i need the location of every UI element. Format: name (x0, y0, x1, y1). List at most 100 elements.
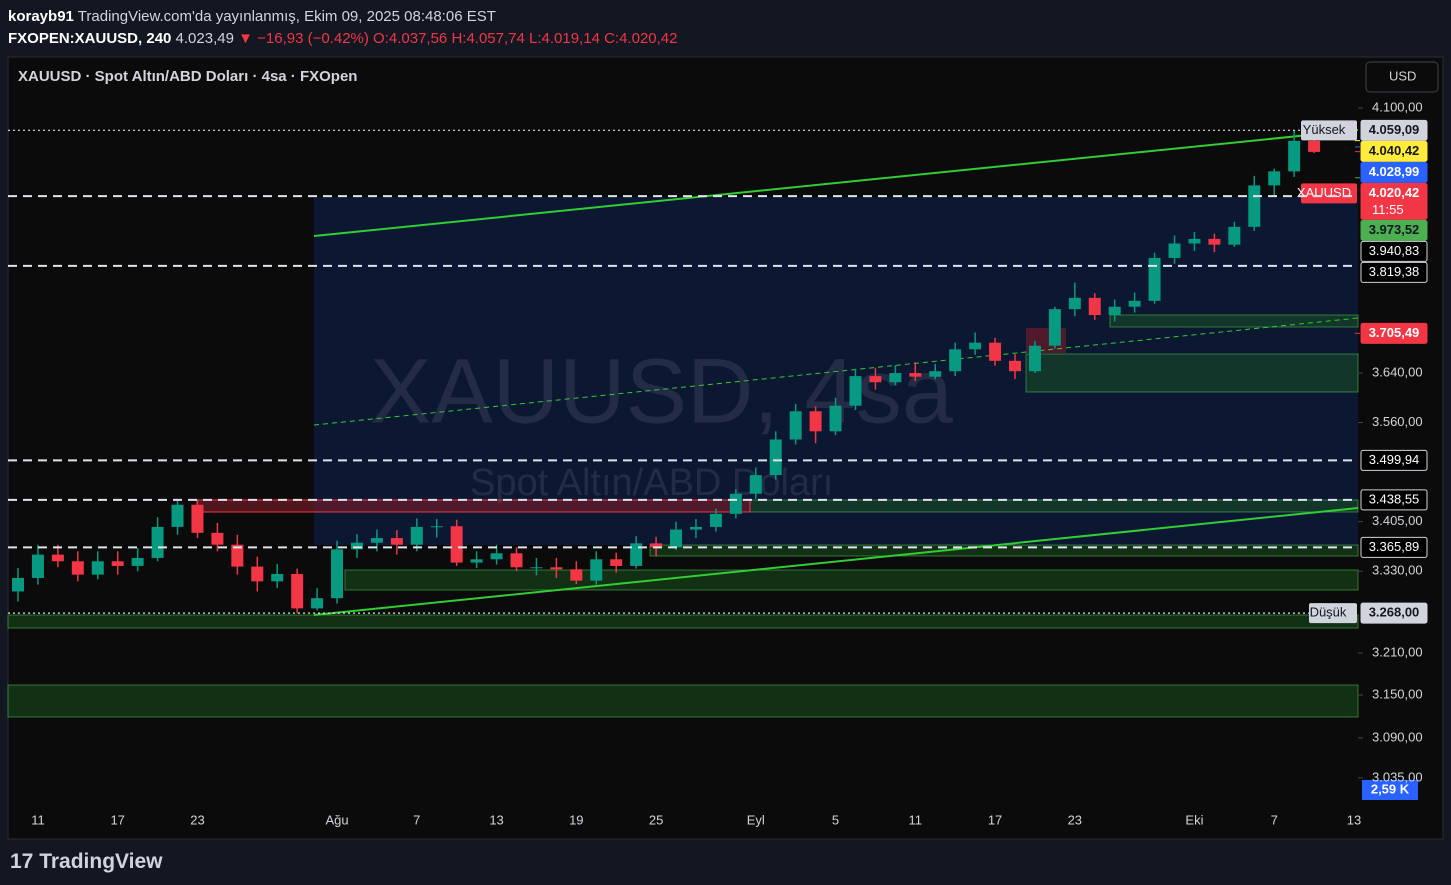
candle-body (550, 567, 563, 570)
candle-body (91, 561, 104, 575)
user: korayb91 (8, 8, 74, 25)
candle-body (510, 553, 523, 568)
candle-body (1068, 297, 1081, 310)
price-label: 3.705,49 (1369, 325, 1420, 340)
candle-body (211, 532, 224, 545)
candle-body (670, 529, 683, 548)
candle-body (889, 373, 902, 383)
currency-button[interactable] (1365, 61, 1439, 93)
x-tick-label: 25 (649, 812, 663, 827)
candle-body (191, 504, 204, 533)
y-tick-label: 3.640,00 (1372, 364, 1423, 379)
y-tick-label: 3.560,00 (1372, 414, 1423, 429)
published: TradingView.com'da yayınlanmış, Ekim 09,… (77, 8, 496, 25)
candle-body (1228, 226, 1241, 245)
candle-body (1009, 360, 1021, 372)
candle-body (151, 526, 164, 558)
y-tick-label: 3.150,00 (1372, 686, 1423, 701)
x-tick-label: 11 (31, 812, 45, 827)
candle-body (929, 371, 942, 377)
x-tick-label: 11 (909, 812, 923, 827)
candle-body (71, 561, 84, 575)
price-badge (1360, 140, 1428, 162)
price-label: 3.268,00 (1369, 605, 1420, 620)
price-label: 3.499,94 (1369, 452, 1420, 467)
y-tick-label: 3.210,00 (1372, 644, 1423, 659)
x-tick-label: 5 (832, 812, 839, 827)
y-tick-label: 3.405,00 (1372, 513, 1423, 528)
y-tick-label: 3.330,00 (1372, 563, 1423, 578)
price-tag: Yüksek (1303, 122, 1346, 137)
price-tag-bg (1301, 183, 1357, 204)
currency[interactable]: USD (1389, 68, 1416, 83)
x-tick-label: 13 (489, 812, 503, 827)
candle-body (610, 559, 623, 566)
candle-body (1028, 345, 1041, 372)
chart-title: XAUUSD · Spot Altın/ABD Doları · 4sa · F… (18, 68, 357, 85)
candle-body (1188, 238, 1201, 244)
candle-body (530, 567, 543, 569)
brand: 17 TradingView (10, 850, 163, 874)
zone (7, 684, 1359, 718)
channel-bottom (313, 507, 1359, 616)
watermark: XAUUSD, 4sa (370, 340, 954, 442)
price-label: 3.973,52 (1369, 222, 1420, 237)
zone (1109, 314, 1359, 328)
y-tick-label: 4.100,00 (1372, 99, 1423, 114)
candle-body (51, 554, 64, 562)
x-tick-label: 7 (413, 812, 420, 827)
candle-body (450, 526, 463, 563)
candle-body (909, 373, 922, 377)
price-label: 4.059,09 (1369, 122, 1420, 137)
candle-body (131, 557, 144, 566)
candle-body (31, 554, 44, 578)
channel-mid (313, 317, 1359, 426)
ohlc-open: O:4.037,56 (373, 30, 448, 47)
price-countdown: 11:55 (1372, 202, 1404, 217)
x-tick-label: 13 (1347, 812, 1361, 827)
price-label: 3.940,83 (1369, 243, 1420, 258)
price-badge (1360, 602, 1428, 624)
candle-body (869, 376, 882, 383)
price-tag-bg (1301, 120, 1357, 141)
candle-body (809, 411, 822, 432)
ohlc-low: L:4.019,14 (529, 30, 600, 47)
candle-body (1168, 243, 1181, 258)
brand-logo: 17 (10, 850, 40, 873)
price-badge (1360, 489, 1428, 511)
symbol: FXOPEN:XAUUSD, 240 (8, 30, 172, 47)
candle-body (1268, 171, 1281, 186)
candle-body (789, 411, 802, 440)
candle-body (311, 598, 324, 609)
y-tick-label: 3.090,00 (1372, 729, 1423, 744)
candle-body (490, 553, 503, 560)
candle-body (331, 549, 344, 599)
x-tick-label: 17 (988, 812, 1002, 827)
change: ▼ −16,93 (−0.42%) (238, 30, 369, 47)
price-label: 4.020,42 (1369, 185, 1420, 200)
candle-body (271, 573, 284, 582)
candle-body (390, 538, 403, 545)
price-badge (1360, 240, 1428, 262)
candle-body (1088, 297, 1101, 316)
candle-body (829, 405, 842, 432)
candle-body (1108, 306, 1121, 316)
candle-body (410, 526, 423, 545)
header: korayb91 TradingView.com'da yayınlanmış,… (8, 6, 677, 50)
candle-body (251, 566, 264, 582)
price-label: 3.365,89 (1369, 539, 1420, 554)
price-label: 4.040,42 (1369, 143, 1420, 158)
candle-body (729, 493, 742, 514)
price-badge (1360, 119, 1428, 141)
candle-body (430, 526, 443, 528)
candle-body (1308, 140, 1321, 152)
x-tick-label: 17 (110, 812, 124, 827)
x-tick-label: Eki (1185, 812, 1203, 827)
candle-body (291, 573, 304, 609)
candle-body (470, 559, 483, 563)
candle-body (989, 342, 1002, 361)
candle-body (1148, 257, 1161, 301)
x-tick-label: 23 (190, 812, 204, 827)
price-label: 3.819,38 (1369, 264, 1420, 279)
